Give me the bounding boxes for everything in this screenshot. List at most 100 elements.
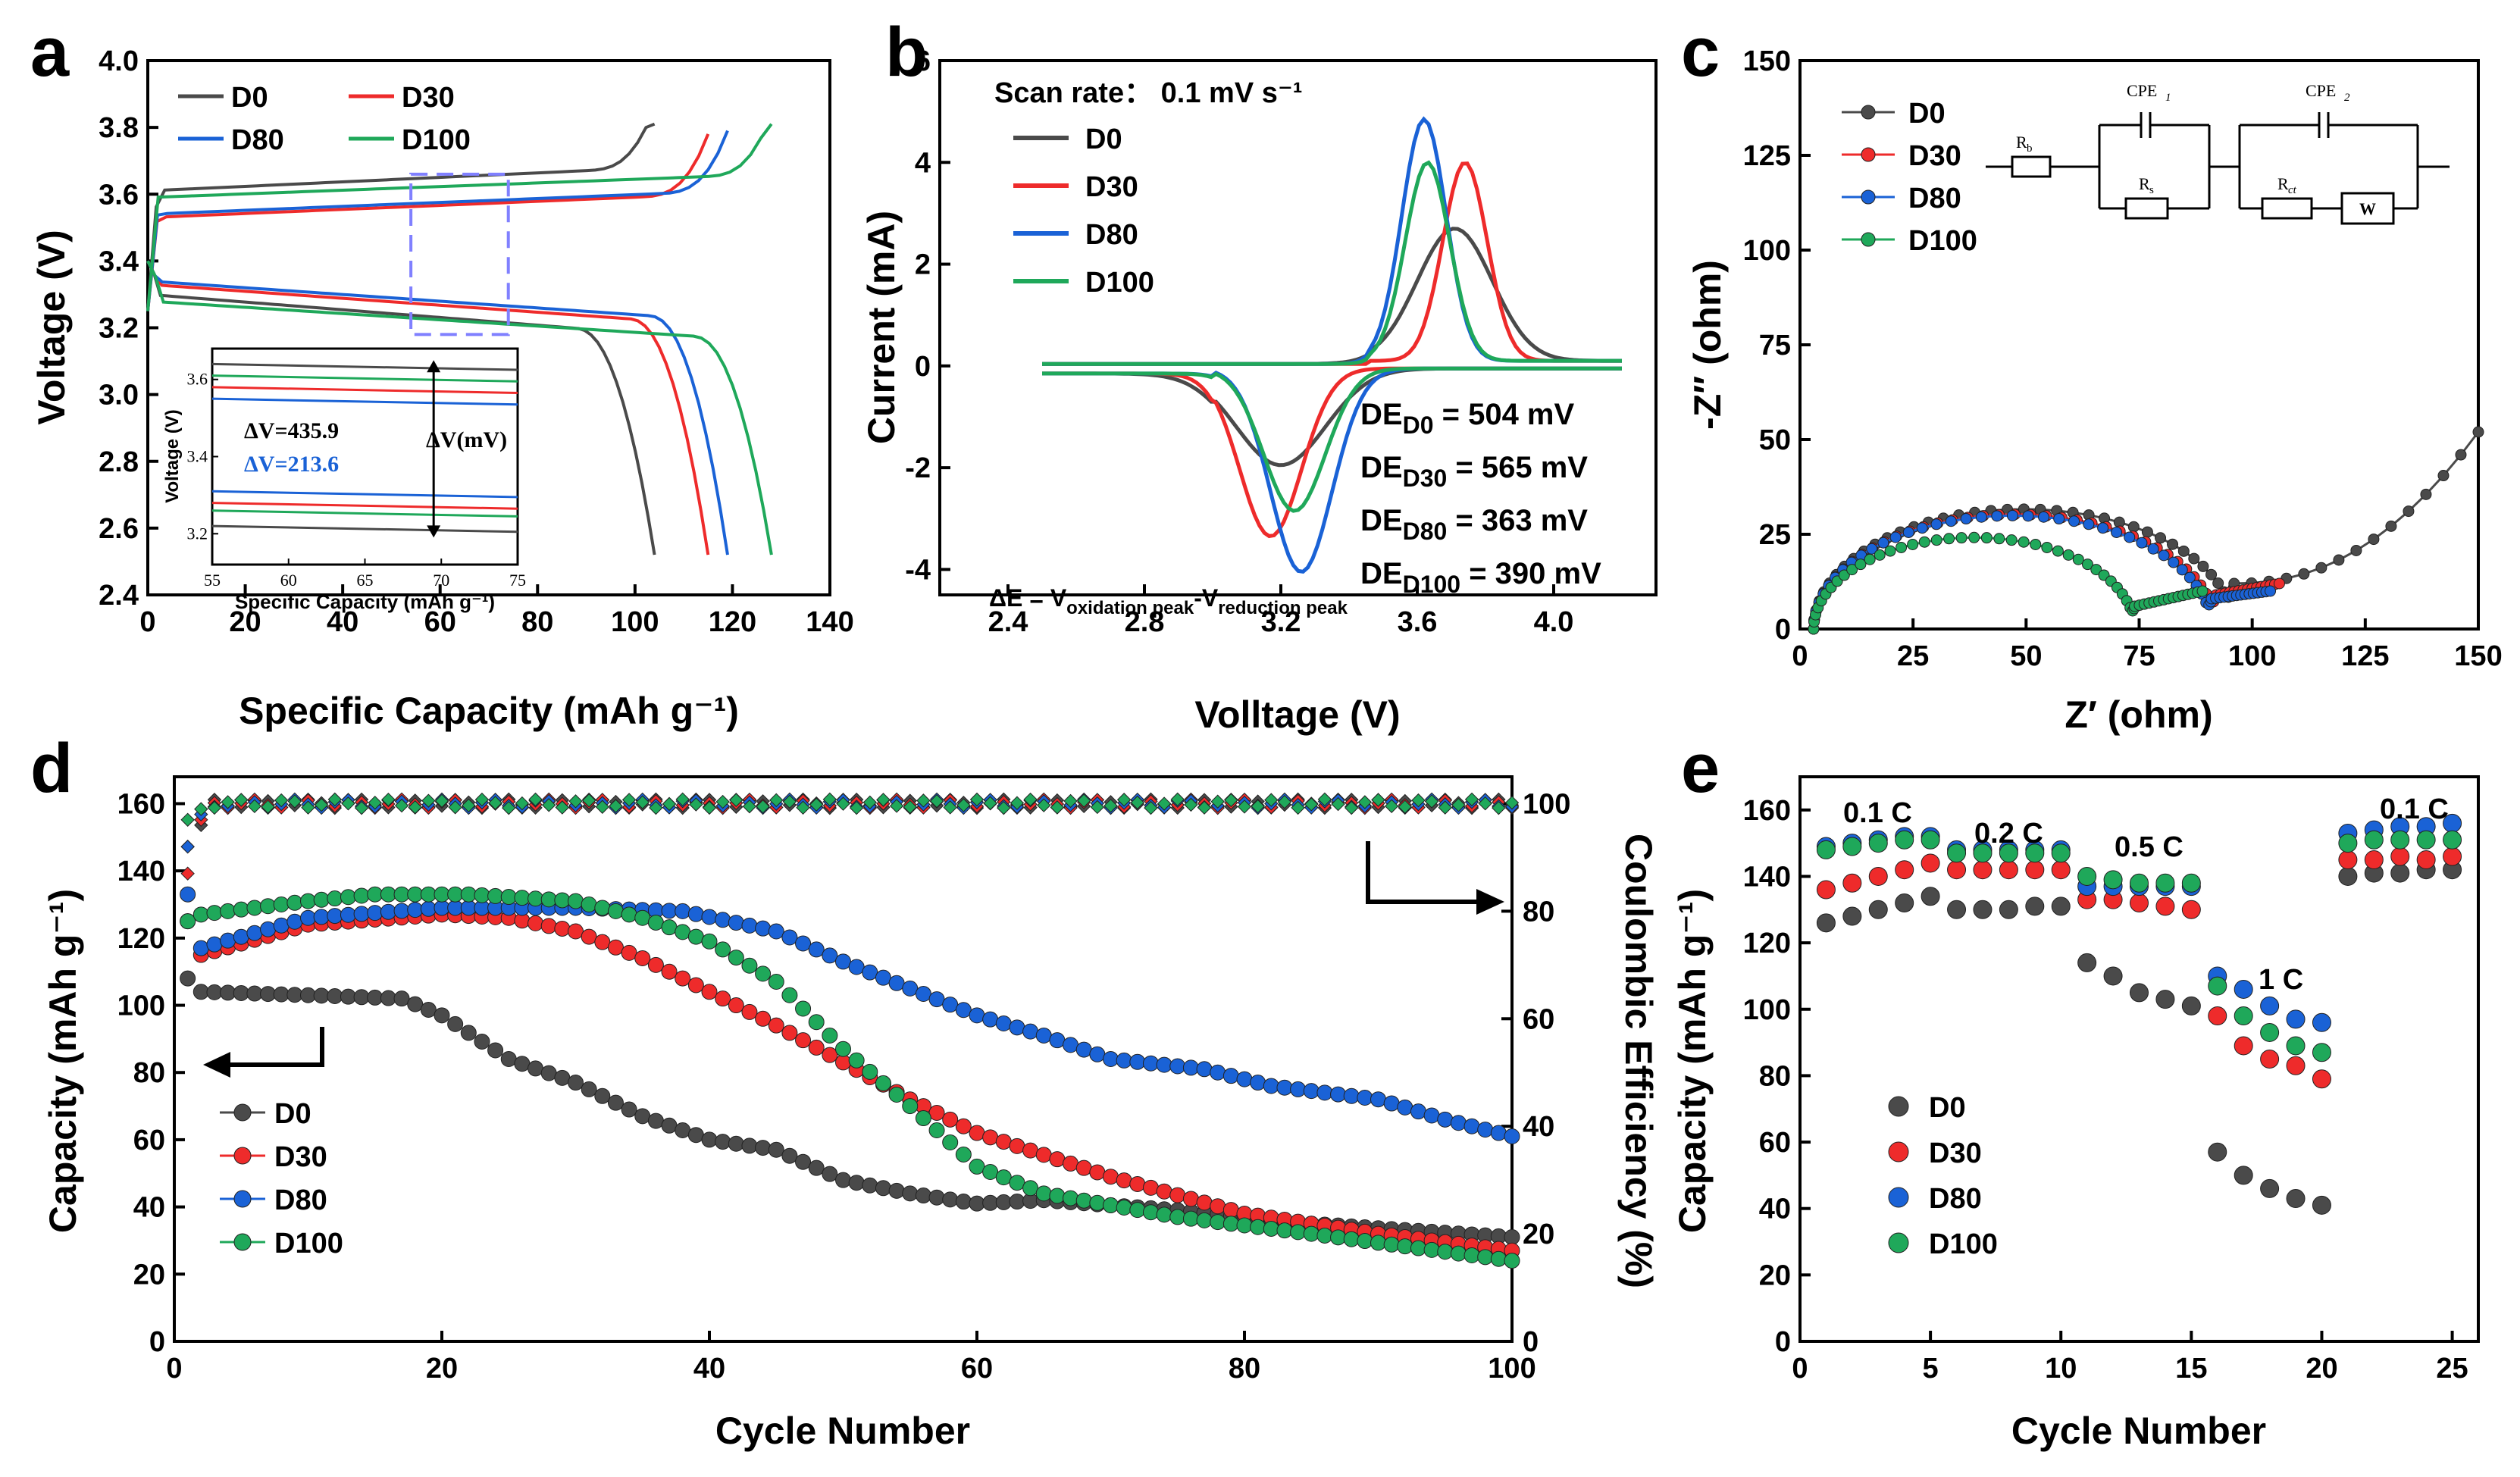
d-capacity-point-D0: [955, 1194, 972, 1210]
c-circuit-cpe1: CPE: [2127, 81, 2157, 100]
d-y2tick-label: 80: [1523, 896, 1554, 928]
d-capacity-point-D100: [514, 890, 531, 906]
c-nyquist-point-D0: [2197, 560, 2209, 572]
b-formula-part: ΔE = V: [989, 584, 1067, 612]
a-xtick-label: 40: [327, 606, 358, 638]
d-capacity-point-D30: [634, 950, 651, 966]
e-legend-label-D30: D30: [1929, 1137, 1982, 1169]
d-capacity-point-D100: [902, 1098, 919, 1115]
d-ce-point-D100: [876, 793, 891, 807]
a-ytick-label: 3.2: [99, 313, 139, 345]
d-ce-point-D100: [1237, 800, 1252, 814]
d-capacity-point-D100: [1383, 1236, 1400, 1253]
panel-b-label: b: [885, 14, 928, 91]
d-ce-point-D100: [1210, 794, 1225, 809]
d-capacity-point-D80: [1397, 1099, 1413, 1116]
d-ce-point-D100: [796, 800, 810, 815]
c-xtick-label: 50: [2010, 640, 2042, 672]
d-capacity-point-D100: [822, 1027, 838, 1044]
b-de-value: = 390 mV: [1460, 557, 1601, 590]
b-legend-label-D30: D30: [1085, 171, 1138, 203]
d-capacity-point-D100: [1504, 1253, 1520, 1269]
d-capacity-point-D100: [487, 887, 504, 904]
e-xtick-label: 20: [2306, 1353, 2337, 1385]
e-point-D100: [2051, 843, 2071, 863]
a-inset-ytick-label: 3.4: [187, 447, 208, 466]
d-capacity-point-D30: [741, 1003, 758, 1020]
d-capacity-point-D100: [875, 1075, 891, 1091]
d-capacity-point-D0: [741, 1137, 758, 1154]
e-ytick-label: 20: [1759, 1260, 1791, 1291]
d-capacity-point-D30: [1035, 1147, 1052, 1163]
d-capacity-point-D0: [474, 1033, 490, 1050]
e-point-D100: [2443, 830, 2462, 850]
d-capacity-point-D100: [1116, 1200, 1132, 1216]
b-axes-frame: [938, 59, 1658, 596]
e-xlabel: Cycle Number: [2011, 1410, 2266, 1452]
d-capacity-point-D100: [1169, 1209, 1186, 1225]
d-capacity-point-D80: [888, 975, 905, 991]
d-capacity-point-D0: [568, 1075, 584, 1091]
d-capacity-point-D80: [447, 900, 464, 916]
e-xtick-label: 10: [2045, 1353, 2077, 1385]
d-capacity-point-D0: [675, 1122, 691, 1139]
d-capacity-point-D30: [1222, 1202, 1239, 1219]
d-capacity-point-D30: [755, 1010, 772, 1027]
d-capacity-point-D0: [313, 987, 330, 1004]
a-ytick-label: 3.0: [99, 380, 139, 411]
d-capacity-point-D100: [1182, 1210, 1199, 1227]
a-discharge-curve-D100: [146, 260, 773, 555]
d-capacity-point-D30: [540, 918, 557, 934]
d-capacity-point-D80: [687, 906, 704, 922]
d-capacity-point-D80: [393, 903, 410, 919]
e-point-D30: [1895, 860, 1914, 880]
d-capacity-point-D0: [180, 970, 196, 987]
d-capacity-point-D100: [340, 889, 356, 906]
c-ytick-label: 75: [1759, 330, 1791, 361]
d-ce-point-D100: [675, 792, 690, 807]
d-capacity-point-D30: [982, 1129, 999, 1146]
d-capacity-point-D100: [728, 950, 744, 966]
d-capacity-point-D100: [995, 1169, 1012, 1186]
d-capacity-point-D80: [995, 1015, 1012, 1031]
d-capacity-point-D100: [273, 897, 290, 913]
e-point-D30: [1842, 873, 1862, 893]
d-ytick-label: 140: [117, 856, 165, 887]
d-ce-point-D100: [1424, 794, 1439, 809]
d-capacity-point-D80: [1504, 1128, 1520, 1144]
d-capacity-point-D30: [808, 1039, 825, 1056]
c-circuit-rb: [2011, 155, 2052, 178]
b-scan-rate: Scan rate： 0.1 mV s⁻¹: [994, 77, 1303, 109]
d-capacity-point-D0: [594, 1087, 611, 1104]
a-legend-label-D100: D100: [402, 124, 471, 156]
d-capacity-point-D80: [982, 1011, 999, 1028]
d-capacity-point-D100: [862, 1063, 878, 1080]
c-xtick-label: 100: [2228, 640, 2276, 672]
a-inset-line-D30: [211, 502, 518, 510]
d-ce-point-D100: [609, 799, 623, 813]
d-axes-frame: [173, 775, 1514, 1343]
d-capacity-point-D100: [1089, 1194, 1106, 1211]
e-point-D100: [2286, 1036, 2306, 1056]
d-capacity-point-D0: [835, 1172, 851, 1188]
c-nyquist-point-D100: [1943, 533, 1955, 545]
d-capacity-point-D80: [1129, 1053, 1146, 1070]
d-legend-label-D0: D0: [274, 1098, 311, 1130]
b-xtick-label: 3.2: [1261, 606, 1301, 638]
d-capacity-point-D0: [420, 1001, 437, 1018]
e-legend-label-D80: D80: [1929, 1183, 1982, 1215]
e-point-D30: [1947, 860, 1967, 880]
d-capacity-point-D0: [888, 1182, 905, 1199]
d-capacity-point-D30: [781, 1025, 798, 1041]
a-inset-ytick-label: 3.2: [187, 524, 208, 543]
e-point-D30: [2025, 860, 2045, 880]
d-ce-point-D100: [1277, 795, 1292, 809]
c-nyquist-point-D0: [2205, 568, 2218, 580]
e-point-D0: [2130, 983, 2149, 1003]
a-ylabel: Voltage (V): [30, 230, 73, 424]
d-capacity-point-D100: [180, 913, 196, 930]
c-nyquist-point-D100: [1907, 538, 1919, 550]
d-capacity-point-D0: [942, 1191, 959, 1208]
d-ytick-label: 0: [149, 1326, 165, 1358]
c-nyquist-point-D100: [2090, 564, 2102, 576]
